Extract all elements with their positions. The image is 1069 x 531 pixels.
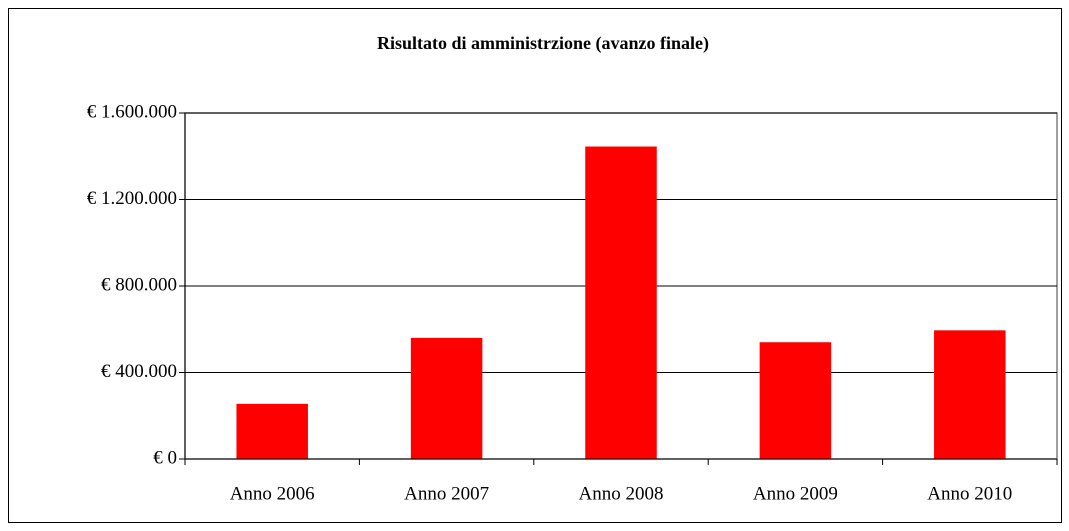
chart-title: Risultato di amministrzione (avanzo fina… bbox=[377, 33, 709, 54]
chart-frame bbox=[8, 8, 1062, 523]
x-tick-label: Anno 2006 bbox=[230, 483, 315, 504]
y-tick-label: € 400.000 bbox=[101, 361, 177, 382]
bar bbox=[934, 330, 1006, 459]
y-tick-label: € 1.600.000 bbox=[87, 101, 177, 122]
x-tick-label: Anno 2007 bbox=[404, 483, 489, 504]
bar bbox=[236, 403, 308, 459]
bar bbox=[410, 337, 483, 459]
bar bbox=[759, 342, 832, 459]
x-tick-label: Anno 2008 bbox=[579, 483, 664, 504]
x-tick-label: Anno 2009 bbox=[753, 483, 838, 504]
y-tick-label: € 1.200.000 bbox=[87, 188, 177, 209]
x-tick-label: Anno 2010 bbox=[927, 483, 1012, 504]
y-tick-label: € 800.000 bbox=[101, 274, 177, 295]
bar bbox=[585, 146, 657, 460]
y-tick-label: € 0 bbox=[153, 447, 177, 468]
